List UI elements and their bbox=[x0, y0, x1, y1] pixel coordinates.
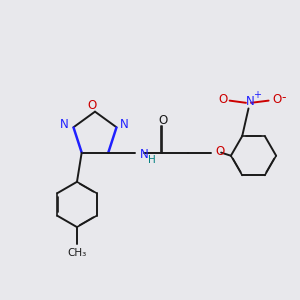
Text: +: + bbox=[253, 90, 261, 100]
Text: H: H bbox=[148, 154, 156, 164]
Text: -: - bbox=[281, 91, 286, 104]
Text: CH₃: CH₃ bbox=[68, 248, 87, 258]
Text: O: O bbox=[216, 145, 225, 158]
Text: O: O bbox=[273, 92, 282, 106]
Text: N: N bbox=[140, 148, 148, 161]
Text: O: O bbox=[159, 114, 168, 127]
Text: N: N bbox=[60, 118, 69, 131]
Text: N: N bbox=[246, 95, 254, 108]
Text: O: O bbox=[88, 100, 97, 112]
Text: N: N bbox=[120, 118, 129, 131]
Text: O: O bbox=[218, 92, 227, 106]
